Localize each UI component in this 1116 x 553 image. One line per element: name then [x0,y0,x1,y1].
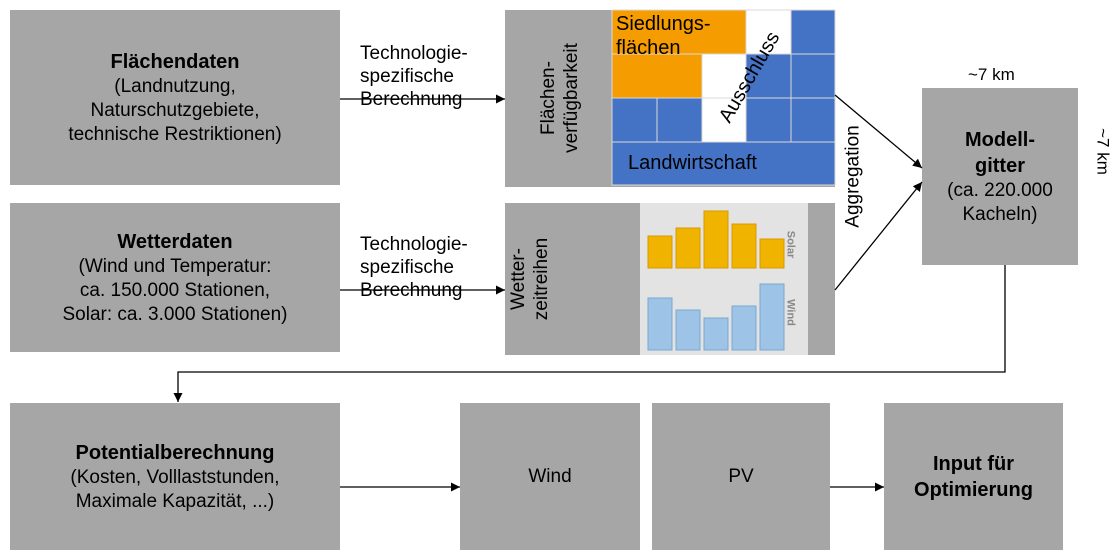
box-line: ca. 150.000 Stationen, [79,279,271,301]
label-line: flächen [616,37,681,59]
agriculture-label: Landwirtschaft [628,152,757,174]
box-line: (Wind und Temperatur: [78,255,272,277]
aggregation-label: Aggregation [842,125,864,228]
box-line: (Landnutzung, [114,75,236,97]
box-line: Kacheln) [962,203,1038,225]
solar-bars [647,210,785,269]
arrows [173,94,1006,492]
label-line: spezifische [360,66,454,87]
availability-label: Flächen- verfügbarkeit [537,18,583,178]
box-line: technische Restriktionen) [68,123,282,145]
output-box: PV [652,403,830,550]
box-title: gitter [975,154,1025,177]
label-line: zeitreihen [531,237,552,321]
box-line: (ca. 220.000 [947,179,1053,201]
wind-label: Wind [784,299,797,326]
input-box: Flächendaten (Landnutzung, Naturschutzge… [10,10,340,185]
box-line: Maximale Kapazität, ...) [75,490,275,512]
label-line: Berechnung [360,280,463,301]
box-title: PV [728,465,754,487]
solar-label: Solar [784,230,797,259]
label-line: Wetter- [508,248,529,310]
label-line: spezifische [360,257,454,278]
box-title: Wetterdaten [117,230,233,253]
output-box: Potentialberechnung (Kosten, Volllaststu… [10,403,340,550]
model-grid-box [922,88,1078,265]
box-title: Input für [932,452,1015,475]
calc-label: Technologie- spezifische Berechnung [360,42,468,111]
box-line: Naturschutzgebiete, [90,99,260,121]
input-box: Wetterdaten (Wind und Temperatur: ca. 15… [10,203,340,352]
box-title: Potentialberechnung [75,441,275,464]
box-line: Solar: ca. 3.000 Stationen) [62,303,288,325]
label-line: Technologie- [360,234,468,255]
box-title: Wind [528,465,572,487]
availability-grid [611,9,836,186]
label-line: Berechnung [360,89,463,110]
output-box: Input für Optimierung [884,403,1063,550]
settlement-label: Siedlungs- flächen [616,12,711,60]
label-line: Siedlungs- [616,13,711,35]
calc-label: Technologie- spezifische Berechnung [360,233,468,302]
box-title: Optimierung [914,478,1033,501]
label-line: Flächen- [538,61,559,135]
box-title: Modell- [965,128,1035,151]
box-title: Flächendaten [110,50,240,73]
wind-bars [647,283,785,351]
box-line: (Kosten, Volllaststunden, [70,466,280,488]
width-label: ~7 km [968,65,1015,84]
weather-label: Wetter- zeitreihen [507,219,553,339]
label-line: Technologie- [360,43,468,64]
label-line: verfügbarkeit [561,43,582,153]
output-box: Wind [460,403,640,550]
height-label: ~7 km [1093,128,1113,175]
model-grid-text: Modell- gitter (ca. 220.000 Kacheln) [922,88,1078,265]
